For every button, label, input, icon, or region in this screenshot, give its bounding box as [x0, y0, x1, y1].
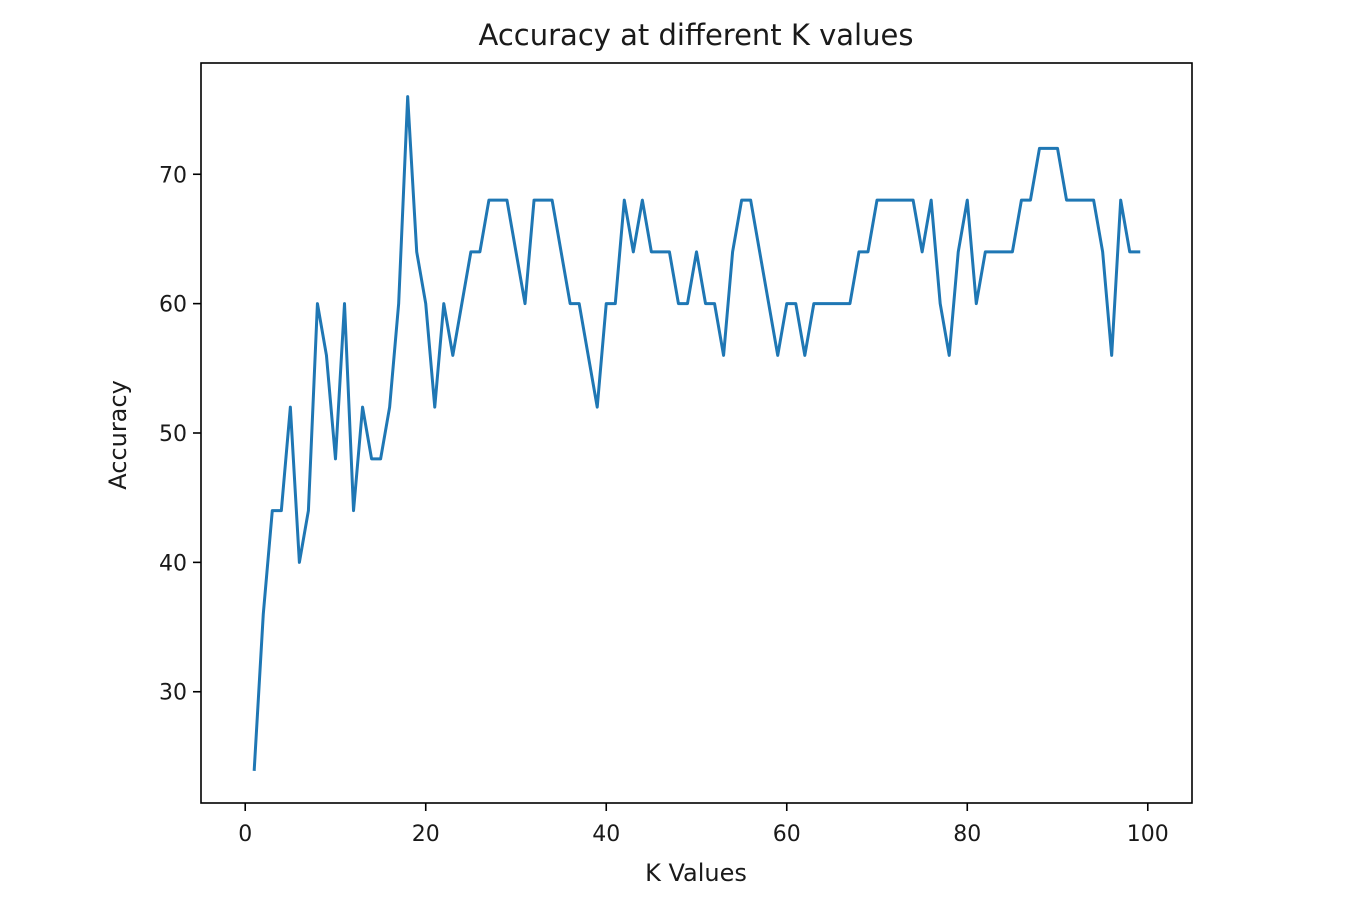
y-tick-label: 50	[159, 422, 187, 447]
x-tick-label: 100	[1127, 822, 1169, 847]
x-tick-label: 60	[773, 822, 801, 847]
y-tick-label: 70	[159, 163, 187, 188]
y-tick-label: 30	[159, 681, 187, 706]
x-tick-label: 40	[592, 822, 620, 847]
x-tick-label: 0	[238, 822, 252, 847]
x-tick-label: 80	[953, 822, 981, 847]
ticks-layer: 0 20 40 60 80 100 30 40 50 60 70	[159, 163, 1169, 847]
plot-frame	[200, 62, 1193, 804]
y-tick-label: 40	[159, 551, 187, 576]
y-axis-label: Accuracy	[104, 380, 132, 490]
chart-title: Accuracy at different K values	[479, 18, 914, 52]
accuracy-series-line	[252, 95, 1141, 771]
x-axis-label: K Values	[645, 859, 747, 887]
y-tick-label: 60	[159, 293, 187, 318]
x-tick-label: 20	[412, 822, 440, 847]
series-layer	[252, 95, 1141, 771]
